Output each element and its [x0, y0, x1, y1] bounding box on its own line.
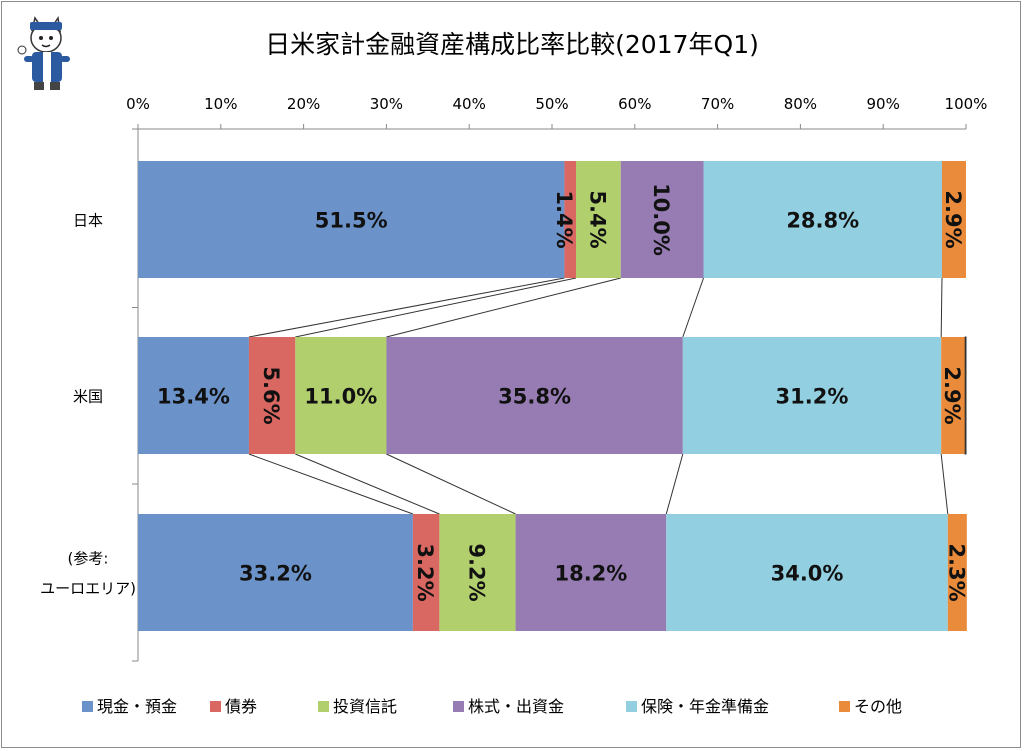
mascot-logo-icon — [17, 15, 70, 90]
connector-line — [940, 453, 949, 515]
data-label: 2.3% — [944, 543, 968, 601]
legend: 現金・預金 債券 投資信託 株式・出資金 保険・年金準備金 その他 — [82, 697, 902, 716]
bar-segment — [941, 337, 966, 454]
bar-segment — [620, 161, 704, 278]
bar-segment — [682, 337, 942, 454]
bar-segment — [947, 514, 967, 631]
x-tick-label: 0% — [126, 95, 150, 113]
data-label: 5.6% — [259, 366, 283, 424]
connector-line — [295, 453, 440, 515]
data-label: 31.2% — [776, 385, 849, 409]
legend-swatch — [82, 701, 93, 712]
legend-swatch — [626, 701, 637, 712]
category-label: ユーロエリア) — [40, 580, 136, 598]
legend-label: 株式・出資金 — [468, 697, 564, 716]
chart-title: 日米家計金融資産構成比率比較(2017年Q1) — [265, 30, 759, 59]
data-label: 3.2% — [413, 543, 437, 601]
legend-label: 債券 — [225, 697, 257, 716]
x-tick-label: 50% — [535, 95, 568, 113]
bar-segment — [386, 337, 683, 454]
data-label: 10.0% — [649, 183, 673, 256]
data-label: 11.0% — [304, 385, 377, 409]
legend-item: その他 — [839, 697, 902, 716]
data-label: 2.9% — [941, 190, 965, 248]
x-tick-label: 10% — [204, 95, 237, 113]
x-tick-label: 40% — [453, 95, 486, 113]
connector-line — [386, 277, 621, 338]
category-label: (参考: — [68, 550, 109, 568]
bar-segment — [703, 161, 942, 278]
legend-label: 保険・年金準備金 — [641, 697, 769, 716]
legend-item: 投資信託 — [318, 697, 397, 716]
bar-segment — [439, 514, 516, 631]
data-label: 35.8% — [498, 385, 571, 409]
bar-remainder — [964, 336, 967, 455]
connector-line — [682, 277, 704, 338]
bar-series: 51.5% 1.4% 5.4% 10.0% 28.8% 2.9% 13.4% 5.6% 11.0… — [138, 161, 968, 631]
x-tick-label: 80% — [784, 95, 817, 113]
x-tick-label: 90% — [867, 95, 900, 113]
legend-item: 現金・預金 — [82, 697, 177, 716]
bar-segment — [515, 514, 667, 631]
bar-segment — [138, 337, 249, 454]
data-label: 33.2% — [239, 562, 312, 586]
connector-line — [295, 277, 577, 338]
bar-segment — [564, 161, 577, 278]
bar-segment — [138, 161, 565, 278]
category-label: 日本 — [73, 212, 103, 230]
data-label: 2.9% — [940, 366, 964, 424]
x-tick-label: 20% — [287, 95, 320, 113]
legend-item: 保険・年金準備金 — [626, 697, 769, 716]
legend-swatch — [318, 701, 329, 712]
data-label: 13.4% — [157, 385, 230, 409]
bar-segment — [666, 514, 948, 631]
connector-line — [940, 277, 943, 338]
x-tick-label: 60% — [618, 95, 651, 113]
connector-line — [665, 453, 684, 515]
legend-label: 現金・預金 — [97, 697, 177, 716]
data-label: 34.0% — [771, 562, 844, 586]
legend-label: 投資信託 — [333, 697, 397, 716]
connector-line — [248, 277, 565, 338]
bar-segment — [295, 337, 387, 454]
legend-swatch — [453, 701, 464, 712]
connector-lines — [248, 277, 949, 515]
connector-line — [248, 453, 414, 515]
legend-item: 債券 — [210, 697, 257, 716]
legend-label: その他 — [854, 697, 902, 716]
data-label: 28.8% — [786, 209, 859, 233]
bar-segment — [576, 161, 621, 278]
legend-item: 株式・出資金 — [453, 697, 564, 716]
x-tick-label: 70% — [701, 95, 734, 113]
legend-swatch — [839, 701, 850, 712]
data-label: 9.2% — [464, 543, 488, 601]
connector-line — [386, 453, 516, 515]
data-label: 1.4% — [552, 190, 576, 248]
data-label: 5.4% — [585, 190, 609, 248]
x-axis: 0% 10% 20% 30% 40% 50% 60% 70% 80% 90% 100% — [126, 95, 988, 662]
data-label: 18.2% — [554, 562, 627, 586]
bar-segment — [412, 514, 440, 631]
category-label: 米国 — [73, 388, 103, 406]
x-tick-label: 100% — [945, 95, 988, 113]
bar-segment — [941, 161, 966, 278]
x-tick-label: 30% — [370, 95, 403, 113]
bar-segment — [248, 337, 296, 454]
legend-swatch — [210, 701, 221, 712]
data-label: 51.5% — [315, 209, 388, 233]
bar-segment — [138, 514, 413, 631]
